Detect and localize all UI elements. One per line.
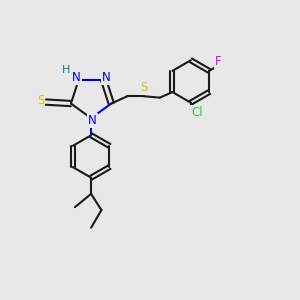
Text: N: N xyxy=(102,71,110,84)
Text: H: H xyxy=(62,65,70,75)
Text: N: N xyxy=(72,71,81,84)
Text: N: N xyxy=(88,114,97,127)
Text: S: S xyxy=(140,81,147,94)
Text: S: S xyxy=(37,94,44,107)
Text: Cl: Cl xyxy=(191,106,203,118)
Text: F: F xyxy=(215,55,222,68)
